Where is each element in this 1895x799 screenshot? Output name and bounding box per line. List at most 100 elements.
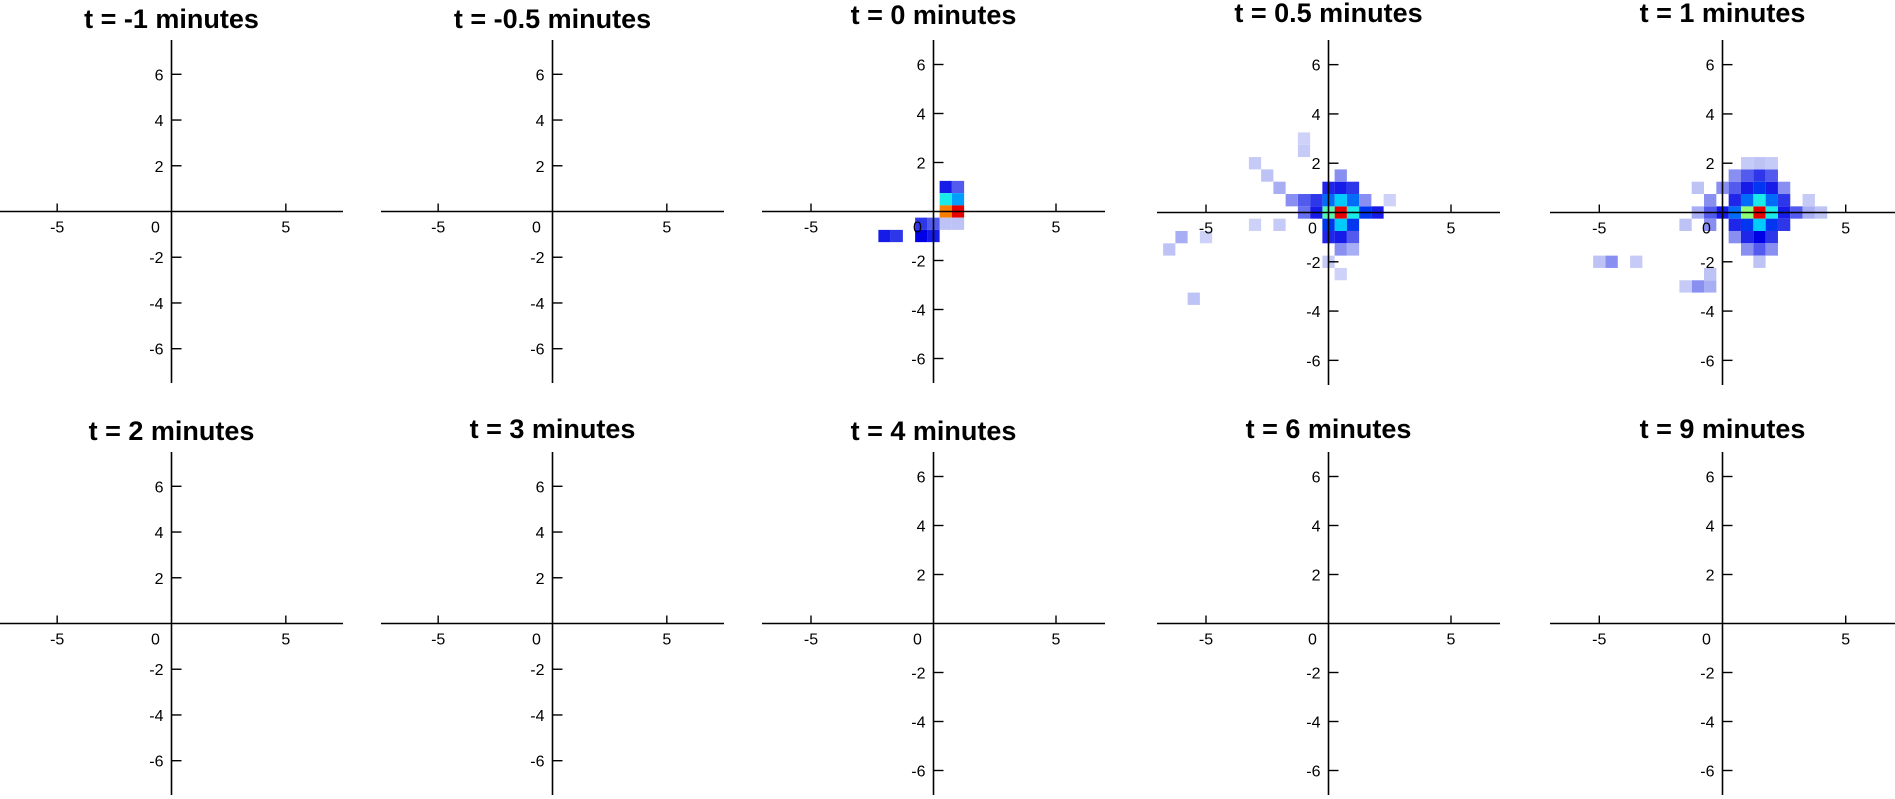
- heatmap-cell: [1691, 181, 1705, 195]
- y-tick-label: -4: [911, 715, 925, 732]
- heatmap-cell: [939, 193, 952, 206]
- heatmap-cell: [878, 229, 891, 243]
- panel-10: t = 9 minutes -5 0 5 -6 -4 -2 2 4 6: [1550, 414, 1895, 795]
- heatmap-cell: [1273, 181, 1286, 195]
- heatmap-cell: [1297, 194, 1311, 207]
- heatmap-cell: [1728, 181, 1741, 195]
- x-tick-label: -5: [431, 220, 445, 237]
- heatmap-cell: [951, 180, 965, 194]
- panel-title: t = -1 minutes: [84, 4, 259, 34]
- y-tick-label: 6: [917, 470, 926, 487]
- panel-title: t = -0.5 minutes: [454, 4, 651, 34]
- panel-3: t = 0 minutes -5 0 5 -6 -4 -2 2 4 6: [762, 0, 1105, 383]
- heatmap-cell: [1679, 280, 1692, 293]
- y-tick-label: 4: [917, 519, 926, 536]
- y-tick-label: -6: [149, 754, 163, 771]
- x-tick-label: 5: [1447, 221, 1456, 238]
- y-tick-label: -4: [149, 708, 163, 725]
- y-tick-label: 6: [155, 479, 164, 496]
- y-tick-label: 6: [1312, 470, 1321, 487]
- heatmap-cell: [1334, 267, 1347, 281]
- x-tick-label: -5: [1592, 632, 1606, 649]
- y-tick-label: -2: [1700, 666, 1714, 683]
- heatmap-cell: [1753, 169, 1766, 182]
- y-tick-label: 2: [1312, 568, 1321, 585]
- y-tick-label: 4: [1312, 107, 1321, 124]
- heatmap-cell: [1728, 169, 1741, 182]
- panel-title: t = 1 minutes: [1640, 0, 1806, 28]
- x-tick-label: 0: [1308, 221, 1317, 238]
- y-tick-label: -2: [530, 250, 544, 267]
- heatmap-cell: [1753, 194, 1766, 207]
- heatmap-cell: [1765, 181, 1778, 195]
- heatmap-cell: [1346, 181, 1360, 195]
- x-tick-label: 5: [1447, 632, 1456, 649]
- heatmap-cell: [951, 193, 965, 206]
- heatmap-cell: [1777, 181, 1791, 195]
- x-tick-label: -5: [431, 632, 445, 649]
- heatmap-cell: [1187, 292, 1200, 305]
- y-tick-label: 2: [155, 159, 164, 176]
- panel-8: t = 4 minutes -5 0 5 -6 -4 -2 2 4 6: [762, 416, 1105, 795]
- y-tick-label: -4: [911, 303, 925, 320]
- y-tick-label: -6: [1306, 353, 1320, 370]
- heatmap-cell: [939, 180, 952, 194]
- x-tick-label: 0: [1702, 221, 1711, 238]
- panel-title: t = 6 minutes: [1246, 414, 1412, 444]
- y-tick-label: -2: [149, 250, 163, 267]
- heatmap-cell: [1605, 255, 1618, 268]
- x-tick-label: 0: [913, 632, 922, 649]
- panel-7: t = 3 minutes -5 0 5 -6 -4 -2 2 4 6: [381, 414, 724, 795]
- heatmap-cell: [1740, 181, 1754, 195]
- x-tick-label: 5: [1052, 220, 1061, 237]
- panel-1: t = -1 minutes -5 0 5 -6 -4 -2 2 4 6: [0, 4, 343, 383]
- heatmap-cell: [1765, 157, 1778, 170]
- heatmap-cell: [1765, 243, 1778, 256]
- y-tick-label: 4: [536, 525, 545, 542]
- y-tick-label: -6: [149, 342, 163, 359]
- heatmap-cell: [1704, 194, 1717, 207]
- heatmap-cell: [1704, 218, 1717, 231]
- heatmap-cell: [1753, 230, 1766, 244]
- heatmap-cell: [1740, 218, 1754, 231]
- heatmap-cell: [1728, 194, 1741, 207]
- heatmap-cell: [1346, 218, 1360, 231]
- heatmap-cell: [1679, 218, 1692, 231]
- y-tick-label: -6: [911, 764, 925, 781]
- heatmap-cell: [1765, 218, 1778, 231]
- heatmap-cell: [1765, 230, 1778, 244]
- y-tick-label: 6: [536, 479, 545, 496]
- heatmap-cell: [915, 229, 928, 243]
- y-tick-label: 6: [1312, 58, 1321, 75]
- y-tick-label: -4: [530, 708, 544, 725]
- panel-title: t = 9 minutes: [1640, 414, 1806, 444]
- y-tick-label: -2: [911, 254, 925, 271]
- y-tick-label: -2: [530, 662, 544, 679]
- heatmap-cell: [1765, 169, 1778, 182]
- heatmap-cell: [1740, 169, 1754, 182]
- y-tick-label: 4: [1312, 519, 1321, 536]
- panel-4: t = 0.5 minutes -5 0 5 -6 -4 -2 2 4 6: [1157, 0, 1500, 385]
- heatmap-cell: [1777, 194, 1791, 207]
- x-tick-label: -5: [50, 632, 64, 649]
- panel-5: t = 1 minutes -5 0 5 -6 -4 -2 2 4 6: [1550, 0, 1895, 385]
- heatmap-cell: [1704, 280, 1717, 293]
- x-tick-label: 5: [662, 220, 671, 237]
- y-tick-label: 2: [1706, 156, 1715, 173]
- y-tick-label: 6: [1706, 470, 1715, 487]
- y-tick-label: -2: [1306, 666, 1320, 683]
- y-tick-label: -4: [149, 296, 163, 313]
- x-tick-label: 0: [532, 632, 541, 649]
- y-tick-label: 2: [917, 156, 926, 173]
- y-tick-label: 6: [155, 67, 164, 84]
- y-tick-label: -4: [1306, 304, 1320, 321]
- panel-title: t = 3 minutes: [470, 414, 636, 444]
- heatmap-cell: [1334, 181, 1347, 195]
- y-tick-label: -2: [911, 666, 925, 683]
- heatmap-cell: [1248, 157, 1262, 170]
- y-tick-label: 6: [917, 58, 926, 75]
- x-tick-label: -5: [804, 632, 818, 649]
- heatmap-cell: [1753, 218, 1766, 231]
- x-tick-label: 0: [1702, 632, 1711, 649]
